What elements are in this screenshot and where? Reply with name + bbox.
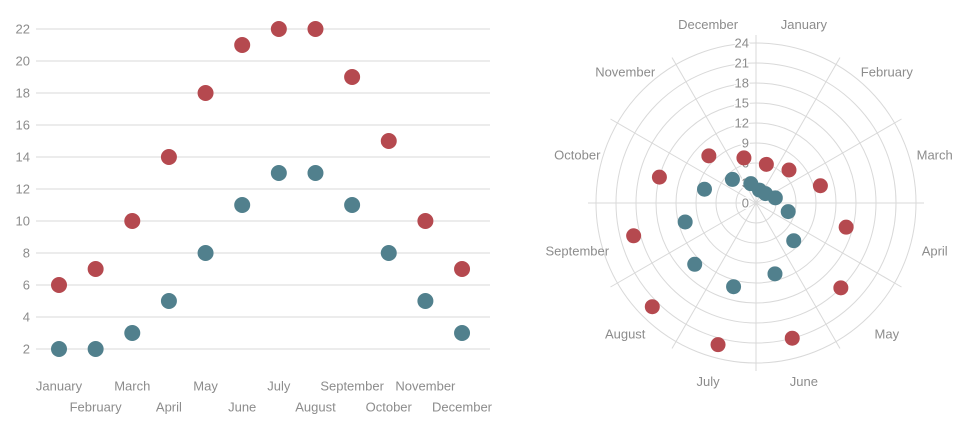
x-tick-label: January	[36, 379, 83, 394]
polar-month-label: July	[697, 374, 721, 389]
y-tick-label: 20	[16, 54, 30, 69]
scatter-point-high[interactable]	[51, 277, 67, 293]
polar-month-label: January	[781, 17, 828, 32]
scatter-point-high[interactable]	[197, 85, 214, 101]
scatter-point-high[interactable]	[160, 149, 177, 165]
polar-spoke	[671, 202, 757, 349]
polar-point-low[interactable]	[726, 279, 742, 295]
scatter-point-high[interactable]	[417, 213, 434, 229]
polar-point-high[interactable]	[651, 169, 667, 185]
radial-tick-label: 12	[735, 116, 749, 131]
scatter-point-low[interactable]	[307, 165, 324, 181]
polar-point-low[interactable]	[767, 266, 783, 282]
monthly-scatter-chart[interactable]: 2 4 6 8 10 12 14 16 18 20 22 January February March Ap…	[0, 0, 500, 423]
scatter-point-low[interactable]	[454, 325, 471, 341]
radial-tick-label: 0	[742, 196, 749, 211]
x-tick-label: September	[320, 379, 384, 394]
polar-point-high[interactable]	[812, 178, 828, 194]
polar-month-label: September	[546, 243, 610, 258]
polar-point-low[interactable]	[767, 190, 783, 206]
x-tick-label: June	[228, 400, 256, 415]
scatter-point-low[interactable]	[160, 293, 177, 309]
radial-tick-label: 9	[742, 136, 749, 151]
polar-month-label: November	[595, 65, 656, 80]
polar-point-low[interactable]	[696, 181, 712, 197]
polar-month-label: December	[678, 17, 739, 32]
y-tick-label: 2	[23, 342, 30, 357]
radial-tick-label: 18	[735, 76, 749, 91]
polar-point-low[interactable]	[786, 233, 802, 249]
scatter-point-low[interactable]	[344, 197, 361, 213]
x-tick-label: May	[193, 379, 218, 394]
y-tick-label: 18	[16, 86, 30, 101]
x-tick-label: March	[114, 379, 150, 394]
radial-tick-label: 21	[735, 56, 749, 71]
y-tick-label: 10	[16, 214, 30, 229]
polar-spoke	[755, 118, 902, 204]
polar-spoke	[755, 202, 841, 349]
polar-spoke	[610, 202, 757, 288]
polar-point-high[interactable]	[626, 228, 642, 244]
scatter-point-high[interactable]	[87, 261, 104, 277]
radial-tick-label: 24	[735, 36, 749, 51]
polar-point-high[interactable]	[701, 148, 717, 164]
x-tick-label: December	[432, 400, 493, 415]
scatter-point-low[interactable]	[87, 341, 104, 357]
polar-spoke	[755, 57, 841, 204]
scatter-point-high[interactable]	[234, 37, 251, 53]
scatter-point-high[interactable]	[344, 69, 361, 85]
polar-point-high[interactable]	[758, 156, 774, 172]
scatter-point-high[interactable]	[124, 213, 141, 229]
x-tick-label: July	[267, 379, 291, 394]
scatter-point-low[interactable]	[51, 341, 67, 357]
polar-point-low[interactable]	[687, 256, 703, 272]
x-tick-label: November	[395, 379, 456, 394]
y-tick-label: 14	[16, 150, 30, 165]
polar-scatter-chart[interactable]: 03691215182124JanuaryFebruaryMarchAprilM…	[479, 0, 979, 423]
y-tick-label: 8	[23, 246, 30, 261]
y-tick-label: 16	[16, 118, 30, 133]
polar-point-high[interactable]	[838, 219, 854, 235]
scatter-point-low[interactable]	[270, 165, 287, 181]
radial-tick-label: 15	[735, 96, 749, 111]
polar-point-high[interactable]	[781, 162, 797, 178]
y-tick-label: 22	[16, 22, 30, 37]
polar-point-high[interactable]	[710, 337, 726, 353]
scatter-point-low[interactable]	[234, 197, 251, 213]
polar-point-high[interactable]	[784, 330, 800, 346]
x-tick-label: April	[156, 400, 182, 415]
x-tick-label: February	[70, 400, 123, 415]
scatter-point-low[interactable]	[197, 245, 214, 261]
polar-month-label: February	[861, 65, 914, 80]
polar-point-high[interactable]	[736, 150, 752, 166]
scatter-point-high[interactable]	[454, 261, 471, 277]
polar-point-low[interactable]	[677, 214, 693, 230]
scatter-point-low[interactable]	[380, 245, 397, 261]
polar-month-label: October	[554, 148, 601, 163]
scatter-point-low[interactable]	[124, 325, 141, 341]
y-tick-label: 12	[16, 182, 30, 197]
polar-point-low[interactable]	[724, 171, 740, 187]
polar-point-high[interactable]	[644, 299, 660, 315]
x-tick-label: August	[295, 400, 336, 415]
polar-month-label: June	[790, 374, 818, 389]
scatter-point-high[interactable]	[380, 133, 397, 149]
polar-spoke	[755, 202, 902, 288]
polar-month-label: March	[917, 148, 953, 163]
polar-point-low[interactable]	[743, 176, 759, 192]
polar-month-label: August	[605, 326, 646, 341]
polar-spoke	[610, 118, 757, 204]
scatter-point-low[interactable]	[417, 293, 434, 309]
polar-month-label: April	[922, 243, 948, 258]
polar-point-low[interactable]	[780, 204, 796, 220]
scatter-point-high[interactable]	[270, 21, 287, 37]
scatter-point-high[interactable]	[307, 21, 324, 37]
x-tick-label: October	[366, 400, 413, 415]
polar-spoke	[671, 57, 757, 204]
y-tick-label: 4	[23, 310, 30, 325]
polar-point-high[interactable]	[833, 280, 849, 296]
y-tick-label: 6	[23, 278, 30, 293]
polar-month-label: May	[875, 326, 900, 341]
